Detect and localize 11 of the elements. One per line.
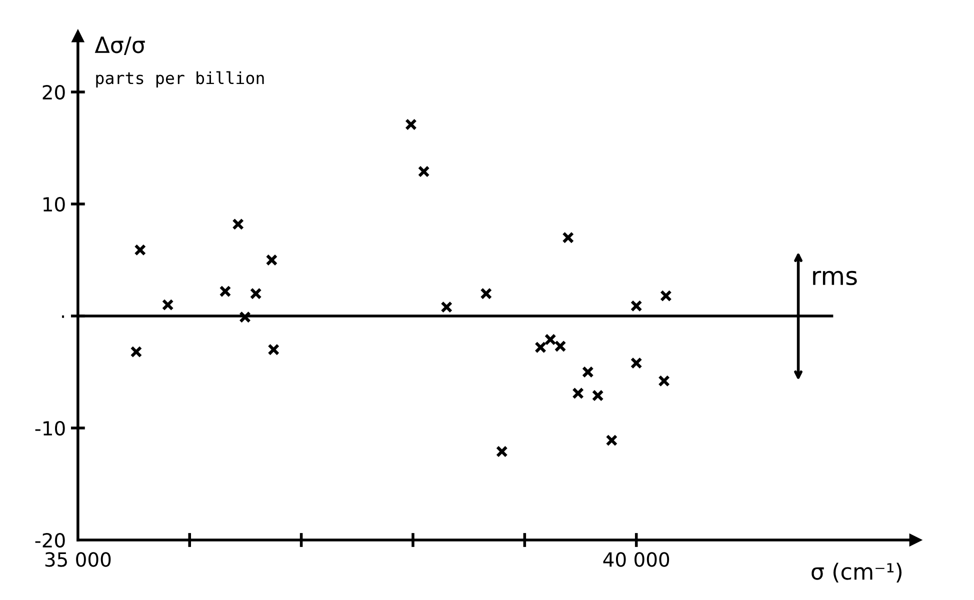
y-tick-label: 10 — [44, 196, 65, 212]
y-tick-label: -20 — [35, 532, 65, 548]
x-tick-label: 35 000 — [45, 552, 111, 567]
y-tick-label: 20 — [42, 84, 65, 100]
y-tick-label: -10 — [35, 420, 65, 436]
x-axis-title: σ (cm⁻¹) — [812, 562, 902, 582]
y-tick-label: · — [62, 315, 64, 318]
y-axis-title: Δσ/σ — [94, 36, 145, 55]
text: parts per billion — [96, 71, 264, 88]
x-tick-label: 40 000 — [603, 552, 670, 567]
annotation: rms — [813, 270, 857, 286]
